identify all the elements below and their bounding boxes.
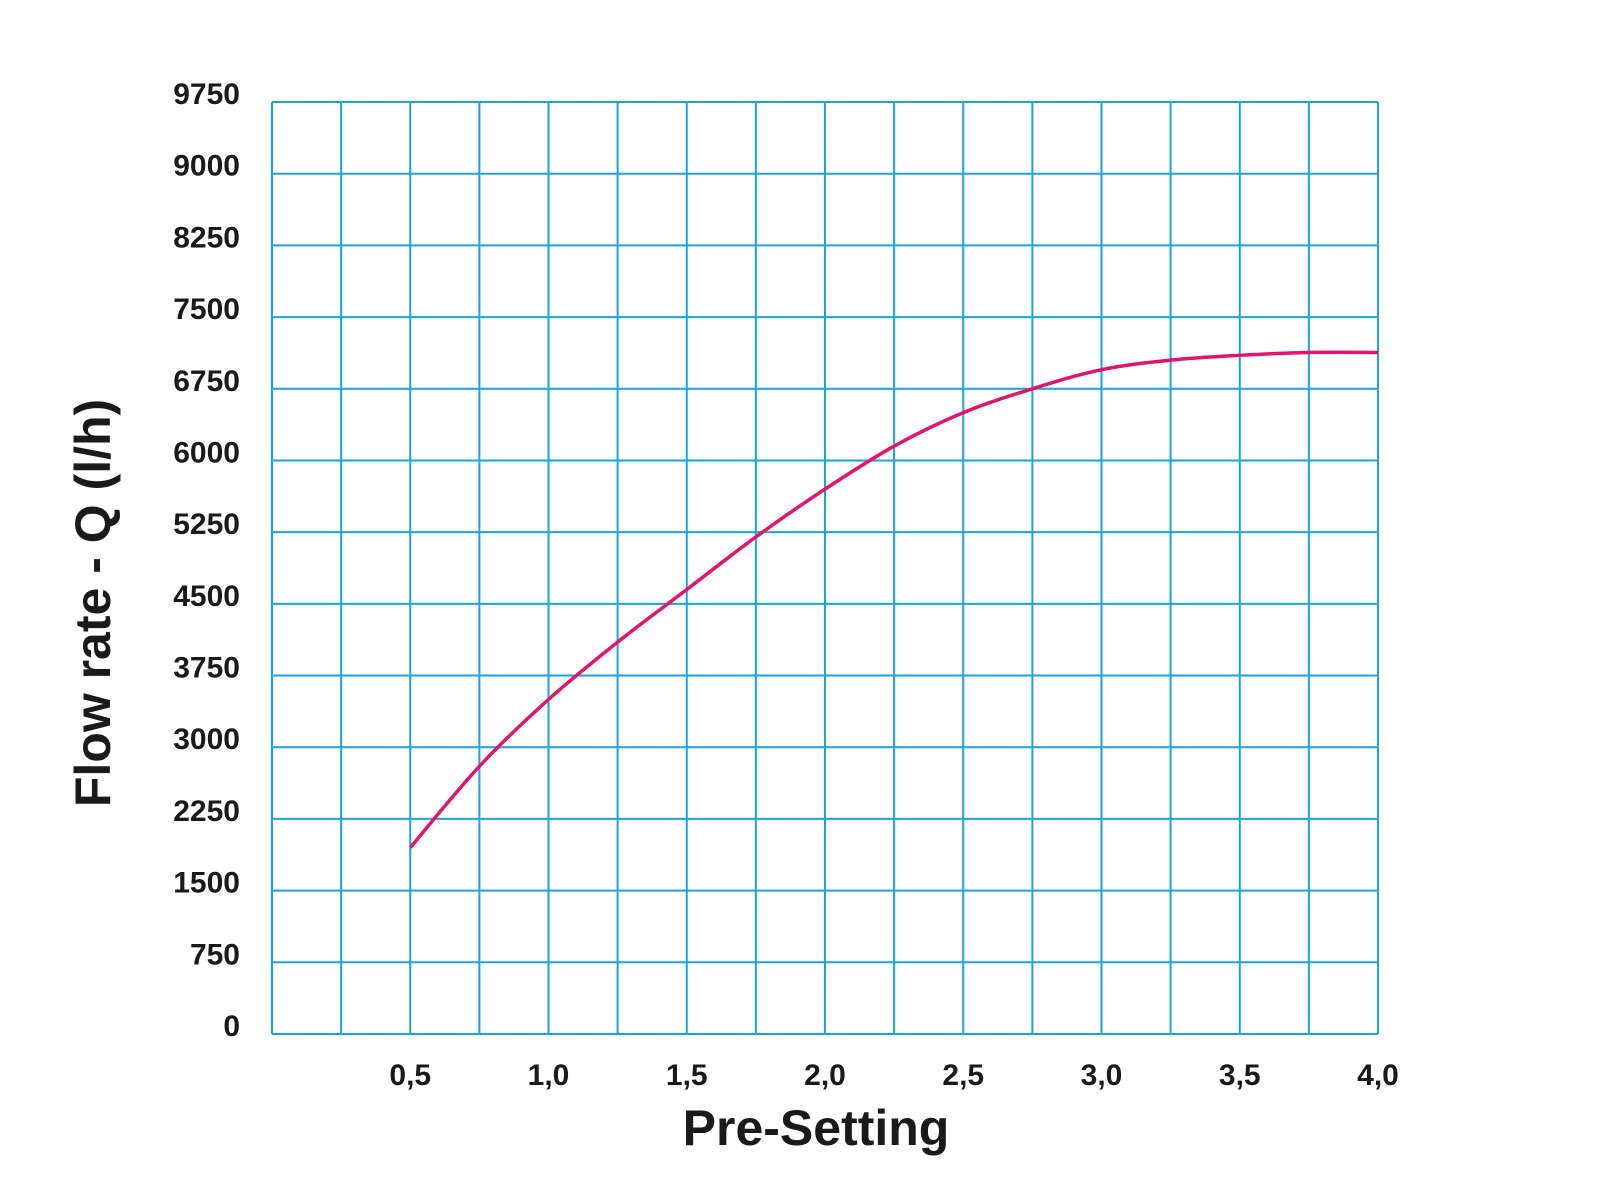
y-tick-label: 3000 (173, 723, 240, 756)
y-tick-label: 6750 (173, 365, 240, 398)
horizontal-gridlines (272, 101, 1378, 1035)
flow-rate-curve (408, 350, 1379, 849)
x-tick-label: 4,0 (1357, 1059, 1399, 1092)
y-tick-labels: 0 750 1500 2250 3000 3750 4500 5250 6000 6750 7500… (173, 78, 240, 1043)
x-tick-labels: 0,5 1,0 1,5 2,0 2,5 3,0 3,5 4,0 (389, 1059, 1398, 1092)
y-tick-label: 8250 (173, 221, 240, 254)
x-tick-label: 2,0 (804, 1059, 846, 1092)
x-tick-label: 0,5 (389, 1059, 431, 1092)
y-axis-title: Flow rate - Q (l/h) (65, 399, 121, 807)
y-tick-label: 5250 (173, 508, 240, 541)
y-tick-label: 9750 (173, 78, 240, 111)
y-tick-label: 0 (223, 1010, 240, 1043)
x-tick-label: 3,0 (1081, 1059, 1123, 1092)
series-layer (408, 350, 1379, 849)
y-tick-label: 750 (190, 938, 240, 971)
x-tick-label: 1,0 (528, 1059, 570, 1092)
x-axis-title: Pre-Setting (683, 1100, 950, 1156)
vertical-gridlines (271, 102, 1379, 1034)
y-tick-label: 6000 (173, 436, 240, 469)
y-tick-label: 9000 (173, 150, 240, 183)
x-tick-label: 3,5 (1219, 1059, 1261, 1092)
x-tick-label: 2,5 (942, 1059, 984, 1092)
y-tick-label: 4500 (173, 580, 240, 613)
y-tick-label: 2250 (173, 795, 240, 828)
y-tick-label: 3750 (173, 652, 240, 685)
x-tick-label: 1,5 (666, 1059, 708, 1092)
y-tick-label: 1500 (173, 867, 240, 900)
y-tick-label: 7500 (173, 293, 240, 326)
